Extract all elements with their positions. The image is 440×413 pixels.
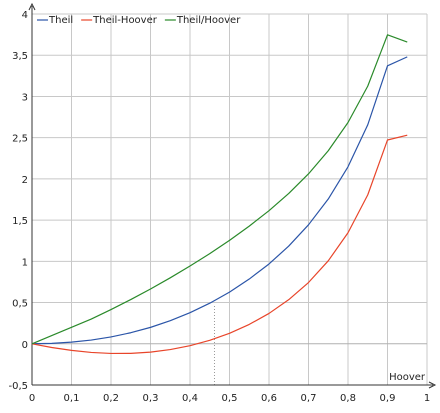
x-tick-label: 0,4 (182, 393, 198, 404)
x-tick-label: 0,7 (301, 393, 317, 404)
x-tick-label: 0,9 (380, 393, 396, 404)
series-line-0 (31, 56, 408, 345)
series-line-2 (31, 34, 408, 345)
x-axis-arrow (428, 381, 437, 389)
y-tick-label: 1,5 (12, 216, 28, 227)
y-tick-label: 3,5 (12, 51, 28, 62)
y-tick-label: 3 (22, 92, 28, 103)
series-line-1 (31, 134, 408, 355)
axes (28, 2, 437, 389)
y-tick-label: 4 (22, 10, 28, 21)
x-tick-label: 0 (29, 393, 35, 404)
y-tick-label: 0 (22, 340, 28, 351)
y-tick-label: -0,5 (8, 381, 28, 392)
y-axis-arrow (28, 2, 36, 11)
y-tick-label: 2 (22, 175, 28, 186)
y-tick-label: 1 (22, 257, 28, 268)
x-tick-label: 1 (424, 393, 430, 404)
legend-label: Theil-Hoover (92, 15, 158, 26)
y-tick-label: 2,5 (12, 134, 28, 145)
y-tick-label: 0,5 (12, 299, 28, 310)
series-lines (31, 34, 408, 355)
x-tick-label: 0,5 (222, 393, 238, 404)
tick-labels: 0 0,1 0,2 0,3 0,4 0,5 0,6 0,7 0,8 0,9 1-0,500,511,… (8, 10, 430, 404)
x-tick-label: 0,2 (103, 393, 119, 404)
x-tick-label: 0,1 (64, 393, 80, 404)
legend: Theil Theil-Hoover Theil/Hoover (37, 15, 241, 26)
legend-label: Theil/Hoover (176, 15, 241, 26)
x-tick-label: 0,3 (143, 393, 159, 404)
legend-label: Theil (48, 15, 73, 26)
x-axis-title: Hoover (389, 372, 426, 383)
grid (32, 13, 428, 385)
x-tick-label: 0,8 (340, 393, 356, 404)
x-tick-label: 0,6 (261, 393, 277, 404)
